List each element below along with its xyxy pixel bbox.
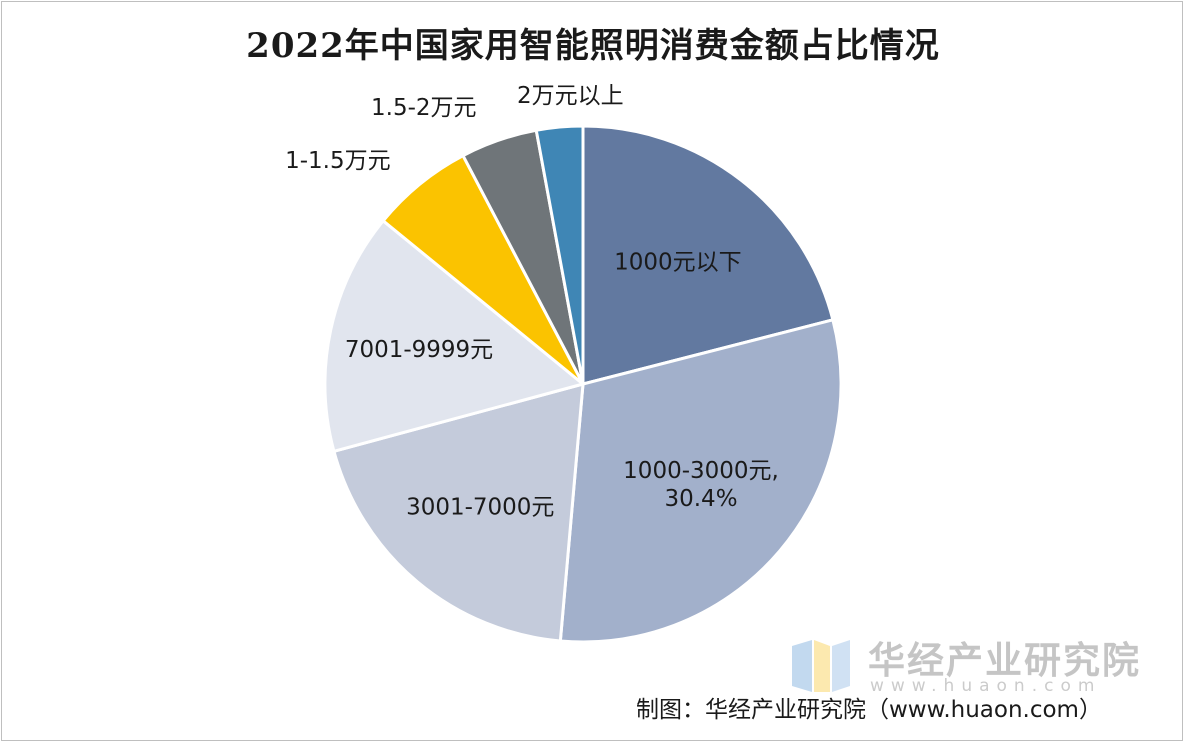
watermark-url: www.huaon.com xyxy=(870,676,1102,696)
pie-labels: 1000元以下 1000-3000元, 30.4% 3001-7000元 7001-99… xyxy=(285,83,779,521)
pie-label-4: 7001-9999元 xyxy=(345,337,493,363)
watermark: 华经产业研究院 www.huaon.com xyxy=(790,630,1150,700)
pie-slices xyxy=(323,124,843,644)
pie-label-3: 3001-7000元 xyxy=(406,495,554,521)
pie-slice-4 xyxy=(323,219,585,453)
watermark-name: 华经产业研究院 xyxy=(868,639,1141,682)
source-note: 制图：华经产业研究院（www.huaon.com） xyxy=(636,697,1102,723)
pie-slice-7 xyxy=(534,124,585,386)
watermark-logo-icon xyxy=(792,640,850,692)
pie-slice-3 xyxy=(332,382,585,643)
pie-label-5: 1-1.5万元 xyxy=(285,148,391,174)
chart-title: 2022年中国家用智能照明消费金额占比情况 xyxy=(246,26,940,66)
pie-slice-2 xyxy=(558,318,843,644)
pie-label-6: 1.5-2万元 xyxy=(371,95,477,121)
pie-slice-1 xyxy=(581,124,835,386)
pie-label-2: 1000-3000元, 30.4% xyxy=(623,458,779,512)
pie-label-7: 2万元以上 xyxy=(517,83,624,109)
pie-label-1: 1000元以下 xyxy=(614,250,742,276)
